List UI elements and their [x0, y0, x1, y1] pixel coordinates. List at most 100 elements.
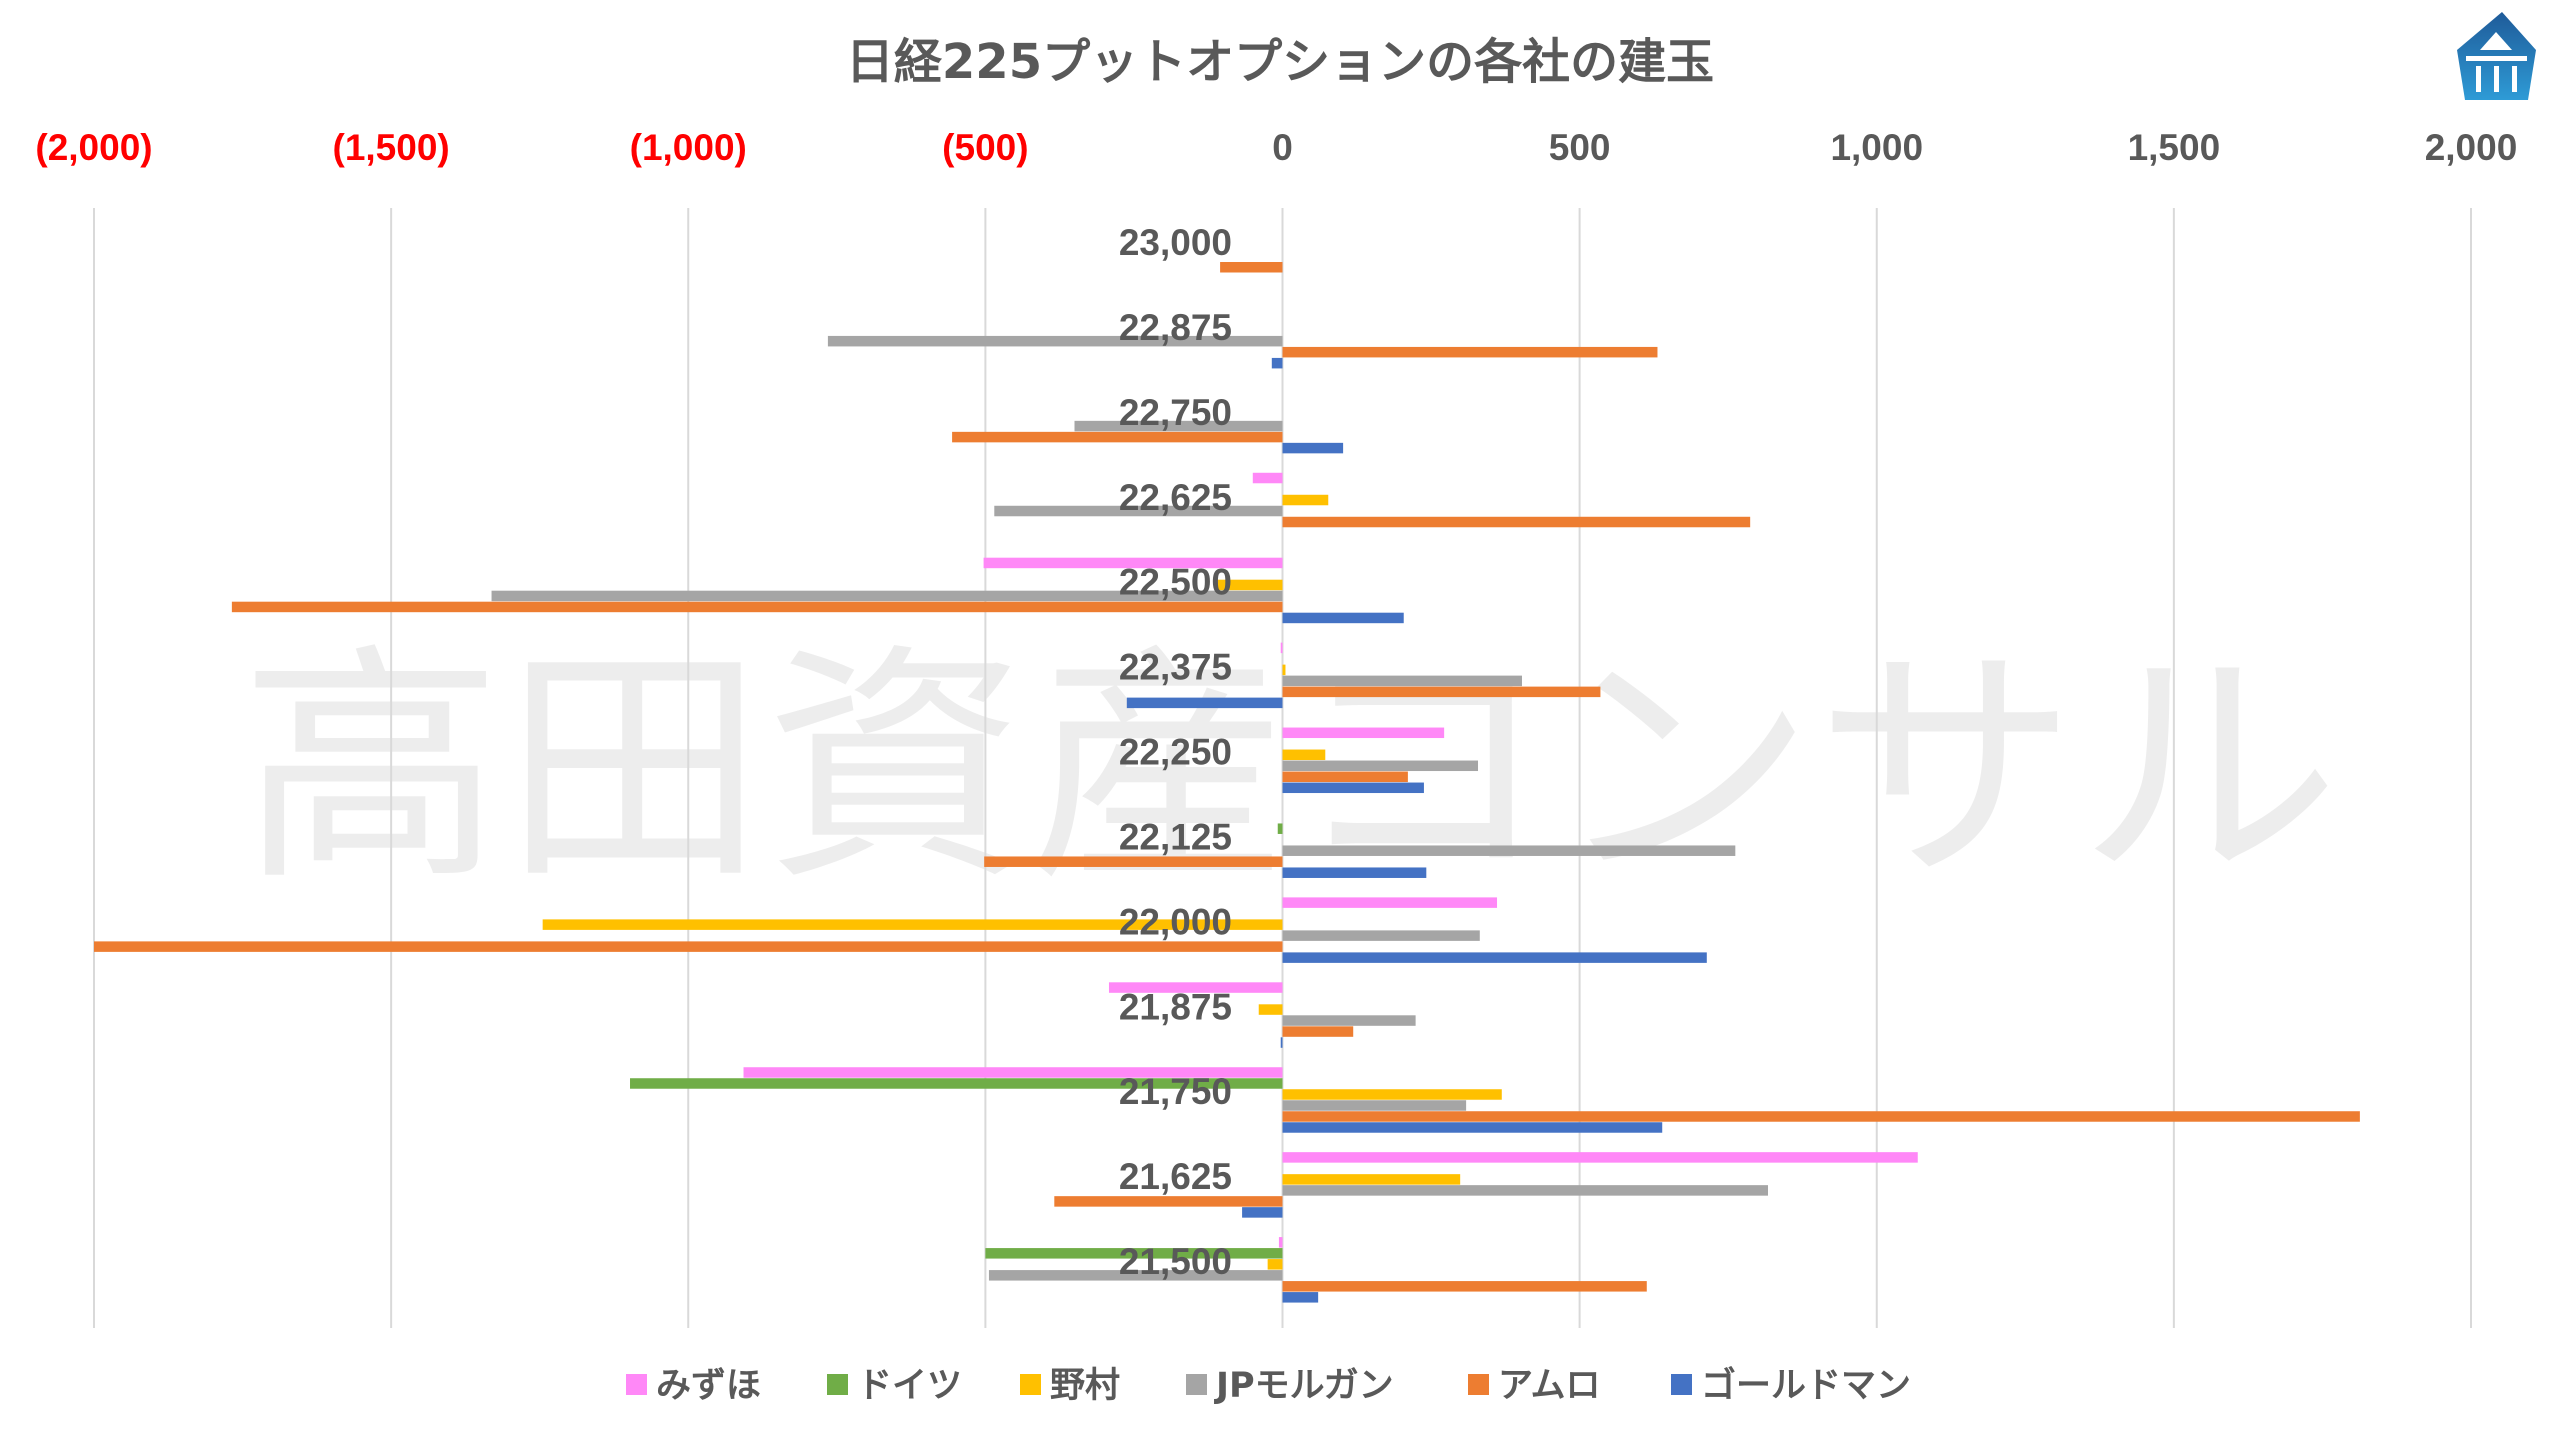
bar-みずほ-21,625	[1282, 1152, 1918, 1163]
bar-みずほ-22,500	[983, 557, 1283, 569]
bar-みずほ-22,000	[1282, 897, 1498, 908]
bar-みずほ-21,500	[1278, 1237, 1283, 1248]
logo-roof-inner	[2480, 32, 2512, 50]
category-label: 22,125	[1119, 816, 1232, 857]
legend-item: ゴールドマン	[1671, 1365, 1911, 1406]
bar-アムロ-22,750	[952, 431, 1283, 443]
bar-ゴールドマン-22,875	[1271, 357, 1283, 369]
bar-JPモルガン-22,625	[994, 505, 1283, 517]
legend-swatch	[1020, 1374, 1041, 1395]
legend-label: みずほ	[656, 1366, 761, 1406]
legend-item: JPモルガン	[1186, 1366, 1394, 1406]
category-label: 23,000	[1119, 222, 1232, 263]
bar-ゴールドマン-22,250	[1282, 782, 1424, 794]
bar-野村-22,250	[1282, 749, 1326, 761]
logo-bar	[2466, 56, 2527, 61]
x-tick-label: 1,500	[2128, 127, 2221, 168]
x-tick-label: (1,500)	[333, 127, 450, 168]
bar-JPモルガン-22,500	[491, 590, 1283, 602]
x-tick-label: 500	[1549, 127, 1611, 168]
legend-swatch	[827, 1374, 848, 1395]
bar-ドイツ-22,125	[1277, 823, 1283, 834]
bar-みずほ-21,875	[1108, 982, 1283, 993]
bar-JPモルガン-22,000	[1282, 930, 1480, 941]
bar-ゴールドマン-21,875	[1280, 1037, 1283, 1048]
bar-JPモルガン-22,250	[1282, 760, 1479, 772]
bars	[94, 262, 2360, 1303]
legend-item: アムロ	[1468, 1366, 1601, 1406]
bar-ドイツ-21,500	[985, 1248, 1283, 1259]
bar-JPモルガン-22,875	[827, 335, 1283, 347]
bar-ゴールドマン-21,750	[1282, 1122, 1663, 1133]
bar-ゴールドマン-21,625	[1242, 1207, 1283, 1218]
bar-ゴールドマン-22,375	[1126, 697, 1283, 709]
bar-みずほ-21,750	[743, 1067, 1283, 1078]
bar-みずほ-22,250	[1282, 727, 1445, 739]
legend-swatch	[1186, 1374, 1207, 1395]
bar-野村-21,750	[1282, 1089, 1502, 1100]
legend-item: みずほ	[626, 1366, 761, 1406]
bar-アムロ-22,125	[984, 856, 1283, 867]
logo-pillar	[2476, 66, 2481, 92]
category-label: 21,750	[1119, 1071, 1232, 1112]
bar-アムロ-23,000	[1220, 262, 1283, 273]
category-label: 22,875	[1119, 307, 1232, 348]
legend-swatch	[1468, 1374, 1489, 1395]
category-label: 21,875	[1119, 986, 1232, 1027]
legend-label: ゴールドマン	[1701, 1365, 1911, 1406]
x-tick-label: (2,000)	[35, 127, 152, 168]
category-labels: 23,000 22,875 22,750 22,625 22,500 22,375 22,2…	[1119, 222, 1232, 1282]
category-label: 22,000	[1119, 901, 1232, 942]
bar-JPモルガン-22,375	[1282, 675, 1522, 687]
category-label: 22,750	[1119, 392, 1232, 433]
bar-JPモルガン-22,750	[1074, 420, 1283, 432]
legend-label: アムロ	[1498, 1366, 1601, 1406]
category-label: 21,500	[1119, 1241, 1232, 1282]
bar-JPモルガン-21,500	[988, 1270, 1283, 1281]
bar-アムロ-22,625	[1282, 516, 1751, 528]
bar-アムロ-22,875	[1282, 346, 1658, 358]
legend-label: 野村	[1050, 1366, 1120, 1406]
legend-label: JPモルガン	[1214, 1366, 1394, 1406]
bar-みずほ-22,625	[1252, 472, 1283, 484]
bar-JPモルガン-21,750	[1282, 1100, 1467, 1111]
bar-JPモルガン-22,125	[1282, 845, 1736, 856]
bar-アムロ-22,000	[94, 941, 1283, 952]
category-label: 21,625	[1119, 1156, 1232, 1197]
bar-アムロ-21,625	[1054, 1196, 1283, 1207]
bar-野村-22,625	[1282, 494, 1329, 506]
bar-アムロ-22,250	[1282, 771, 1408, 783]
bar-ゴールドマン-22,750	[1282, 442, 1344, 454]
legend: みずほ ドイツ 野村 JPモルガン アムロ ゴールドマン	[626, 1365, 1911, 1406]
category-label: 22,625	[1119, 477, 1232, 518]
bar-ゴールドマン-22,000	[1282, 952, 1707, 963]
legend-item: ドイツ	[827, 1366, 962, 1406]
x-tick-label: (1,000)	[630, 127, 747, 168]
category-label: 22,250	[1119, 732, 1232, 773]
x-tick-label: (500)	[942, 127, 1028, 168]
x-tick-label: 2,000	[2425, 127, 2518, 168]
bar-ゴールドマン-22,125	[1282, 867, 1427, 878]
bar-JPモルガン-21,625	[1282, 1185, 1769, 1196]
logo-pillar	[2494, 66, 2499, 92]
bar-野村-21,500	[1267, 1259, 1283, 1270]
legend-swatch	[1671, 1374, 1692, 1395]
bar-野村-21,875	[1258, 1004, 1283, 1015]
bar-アムロ-21,500	[1282, 1281, 1647, 1292]
x-tick-label: 1,000	[1830, 127, 1923, 168]
company-logo	[2457, 12, 2536, 100]
bar-野村-22,375	[1282, 664, 1286, 676]
bar-ドイツ-21,750	[630, 1078, 1283, 1089]
legend-swatch	[626, 1374, 647, 1395]
legend-label: ドイツ	[857, 1366, 962, 1406]
category-label: 22,375	[1119, 647, 1232, 688]
bar-野村-21,625	[1282, 1174, 1461, 1185]
bar-JPモルガン-21,875	[1282, 1015, 1416, 1026]
bar-アムロ-22,500	[231, 601, 1283, 613]
logo-pillar	[2512, 66, 2517, 92]
legend-item: 野村	[1020, 1366, 1120, 1406]
chart-title: 日経225プットオプションの各社の建玉	[846, 34, 1714, 90]
bar-ゴールドマン-21,500	[1282, 1292, 1319, 1303]
bar-野村-22,500	[1217, 579, 1283, 591]
